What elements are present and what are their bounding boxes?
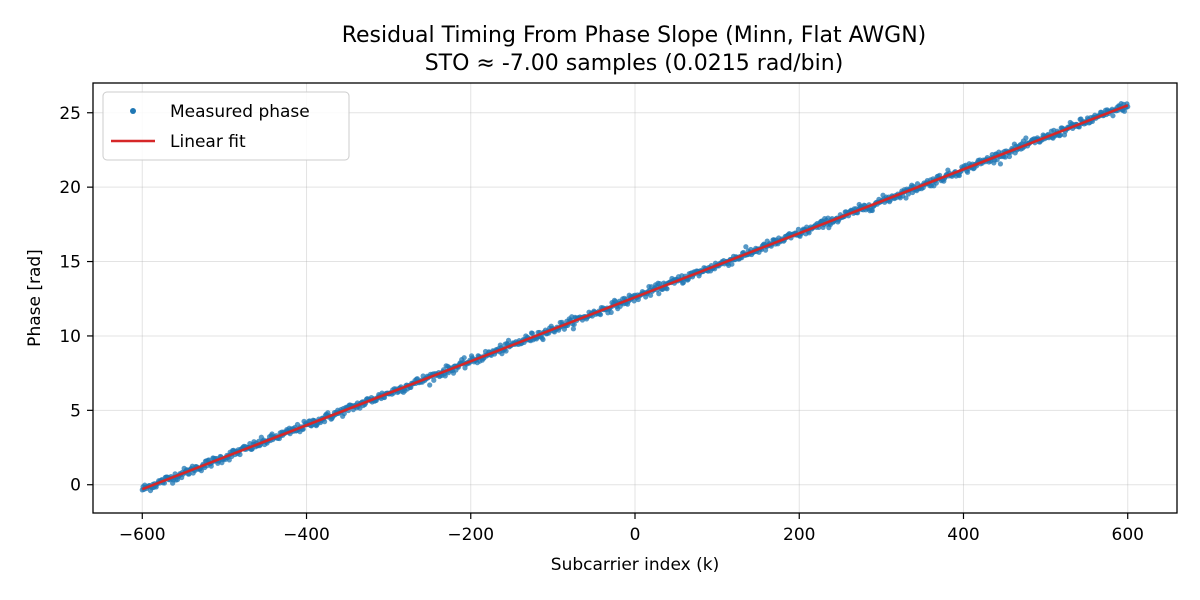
measured-phase-point xyxy=(869,207,875,214)
legend-measured-phase-label: Measured phase xyxy=(170,102,310,122)
chart-title: Residual Timing From Phase Slope (Minn, … xyxy=(342,23,927,48)
measured-phase-point xyxy=(664,286,670,292)
measured-phase-point xyxy=(997,161,1004,167)
measured-phase-point xyxy=(648,292,654,298)
measured-phase-point xyxy=(1006,153,1013,160)
x-tick-label: −600 xyxy=(119,525,166,545)
measured-phase-point xyxy=(427,382,433,388)
measured-phase-point xyxy=(198,468,204,474)
measured-phase-point xyxy=(597,311,604,318)
legend: Measured phase Linear fit xyxy=(102,91,350,161)
axis-ticks: −600 −400 −200 0 200 400 600 0 5 10 15 20 25 xyxy=(59,104,1144,545)
measured-phase-point xyxy=(608,309,614,315)
measured-phase-point xyxy=(505,337,512,343)
measured-phase-point xyxy=(795,226,802,232)
x-tick-label: −200 xyxy=(447,525,494,545)
y-tick-label: 25 xyxy=(59,104,81,124)
x-axis-label: Subcarrier index (k) xyxy=(551,555,719,575)
legend-linear-fit-label: Linear fit xyxy=(170,132,246,152)
measured-phase-point xyxy=(903,195,909,201)
x-tick-label: 0 xyxy=(630,525,641,545)
measured-phase-point xyxy=(806,230,812,236)
y-tick-label: 0 xyxy=(70,476,81,496)
measured-phase-point xyxy=(529,330,535,336)
measured-phase-point xyxy=(571,321,577,327)
measured-phase-point xyxy=(656,291,662,297)
x-tick-label: 200 xyxy=(783,525,815,545)
measured-phase-point xyxy=(743,244,749,250)
measured-phase-point xyxy=(321,419,328,425)
y-tick-label: 10 xyxy=(59,327,81,347)
y-tick-label: 20 xyxy=(59,178,81,198)
measured-phase-point xyxy=(1002,154,1008,160)
legend-frame xyxy=(102,91,350,161)
measured-phase-point xyxy=(1121,108,1128,114)
y-axis-label: Phase [rad] xyxy=(25,249,45,347)
legend-measured-phase-marker xyxy=(130,108,136,114)
x-tick-label: 400 xyxy=(947,525,979,545)
chart-subtitle: STO ≈ -7.00 samples (0.0215 rad/bin) xyxy=(425,51,844,76)
measured-phase-point xyxy=(503,348,509,354)
y-tick-label: 5 xyxy=(70,401,81,421)
plot-data xyxy=(139,101,1131,494)
measured-phase-point xyxy=(1110,113,1116,119)
x-tick-label: 600 xyxy=(1112,525,1144,545)
linear-fit-line xyxy=(141,104,1129,491)
x-tick-label: −400 xyxy=(283,525,330,545)
measured-phase-point xyxy=(442,373,448,379)
measured-phase-point xyxy=(1023,135,1029,141)
measured-phase-point xyxy=(540,336,546,343)
measured-phase-point xyxy=(237,451,243,458)
measured-phase-point xyxy=(461,355,467,361)
measured-phase-point xyxy=(729,261,735,267)
grid xyxy=(93,83,1177,513)
measured-phase-point xyxy=(570,326,577,332)
measured-phase-point xyxy=(431,377,437,383)
y-tick-label: 15 xyxy=(59,253,81,273)
measured-phase-point xyxy=(1057,132,1063,138)
